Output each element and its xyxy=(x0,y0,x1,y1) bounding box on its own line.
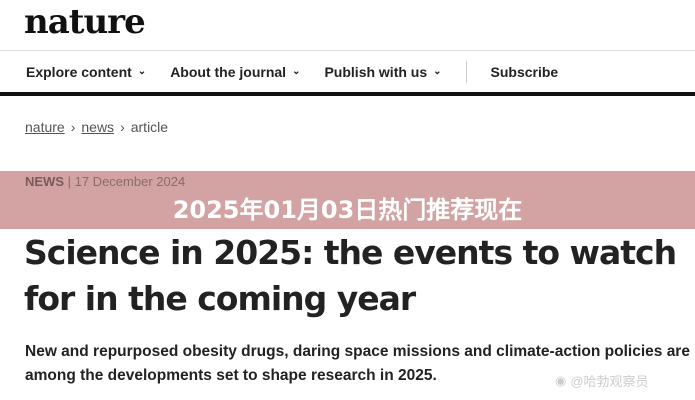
article-title: Science in 2025: the events to watch for… xyxy=(24,233,677,318)
breadcrumb-article: article xyxy=(130,119,169,135)
main-nav: Explore content ⌄ About the journal ⌄ Publ… xyxy=(0,50,695,96)
overlay-banner: NEWS | 17 December 2024 2025年01月03日热门推荐现… xyxy=(0,171,695,229)
breadcrumb-separator: › xyxy=(120,119,125,135)
chevron-down-icon: ⌄ xyxy=(292,66,301,77)
nav-label: Publish with us xyxy=(324,63,428,80)
nav-explore-content[interactable]: Explore content ⌄ xyxy=(26,64,146,80)
breadcrumb-news[interactable]: news xyxy=(81,119,115,135)
subscribe-link[interactable]: Subscribe xyxy=(490,63,559,80)
chevron-down-icon: ⌄ xyxy=(137,66,147,77)
article-meta: NEWS | 17 December 2024 xyxy=(25,174,186,189)
breadcrumb-separator: › xyxy=(70,119,76,135)
banner-text: 2025年01月03日热门推荐现在 xyxy=(172,196,523,224)
article-standfirst: New and repurposed obesity drugs, daring… xyxy=(25,343,690,384)
breadcrumb-nature[interactable]: nature xyxy=(25,119,65,135)
article-date: 17 December 2024 xyxy=(74,174,186,189)
chevron-down-icon: ⌄ xyxy=(433,66,442,77)
nav-about-journal[interactable]: About the journal ⌄ xyxy=(170,64,300,80)
nav-label: About the journal xyxy=(170,63,287,80)
article-type: NEWS xyxy=(25,174,64,189)
nature-logo[interactable]: nature xyxy=(24,2,146,42)
nav-label: Explore content xyxy=(26,63,132,80)
watermark: ◉ @哈勃观察员 xyxy=(555,371,649,390)
nav-publish[interactable]: Publish with us ⌄ xyxy=(324,64,441,80)
watermark-text: @哈勃观察员 xyxy=(570,374,649,389)
weibo-icon: ◉ xyxy=(555,372,567,388)
nav-divider xyxy=(465,60,467,83)
breadcrumb: nature › news › article xyxy=(25,119,168,135)
